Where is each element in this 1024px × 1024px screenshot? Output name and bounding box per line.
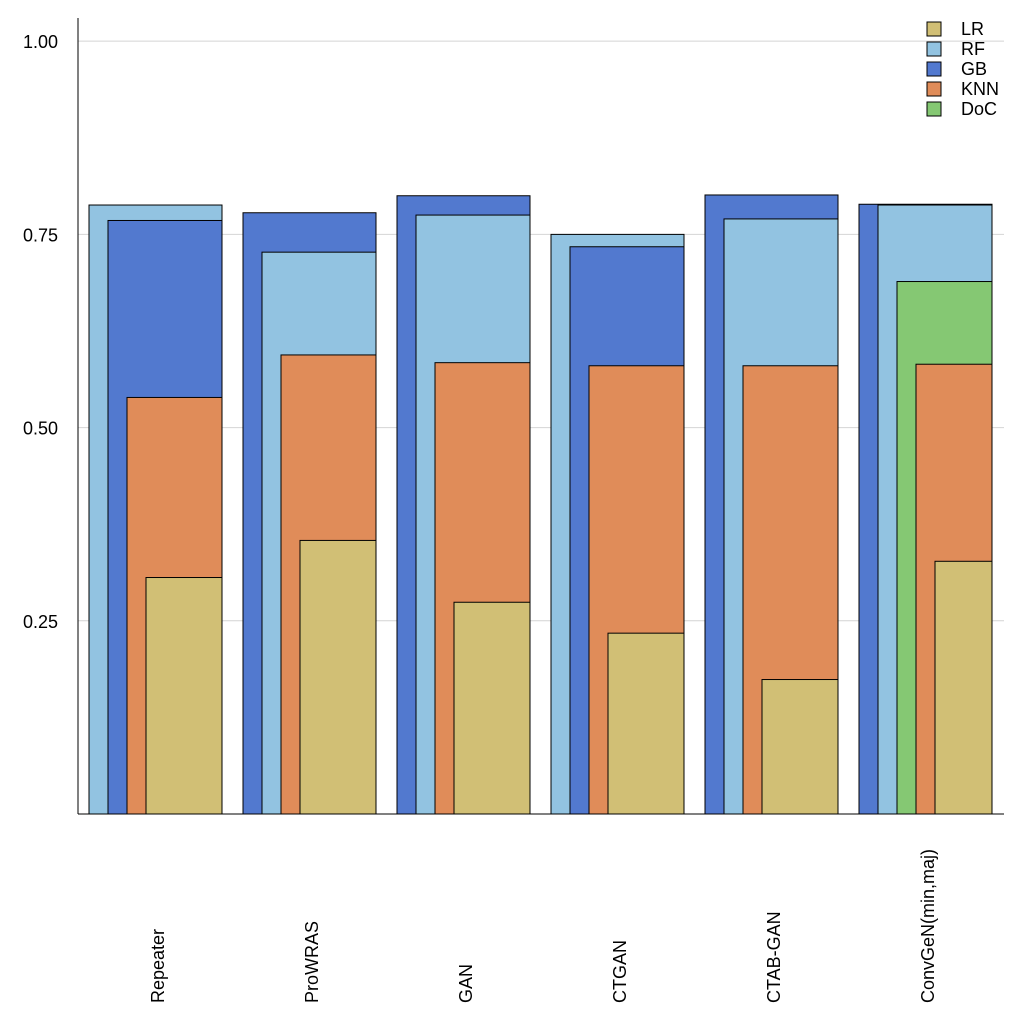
- y-tick-label: 1.00: [23, 32, 58, 52]
- legend-swatch: [926, 61, 942, 77]
- x-tick-label: Repeater: [148, 929, 168, 1003]
- bar-lr: [761, 679, 839, 815]
- legend-label: GB: [961, 59, 987, 79]
- y-tick-label: 0.75: [23, 225, 58, 245]
- bar-lr: [934, 560, 993, 815]
- bar-lr: [453, 601, 531, 815]
- legend-swatch: [926, 21, 942, 37]
- legend-swatch: [926, 101, 942, 117]
- bar-lr: [145, 577, 223, 815]
- x-tick-label: ProWRAS: [302, 921, 322, 1003]
- y-tick-label: 0.50: [23, 419, 58, 439]
- bar-lr: [607, 632, 685, 815]
- x-tick-label: CTAB-GAN: [764, 911, 784, 1003]
- bars: [88, 194, 993, 815]
- legend-label: DoC: [961, 99, 997, 119]
- y-tick-labels: 0.25 0.50 0.75 1.00: [23, 32, 58, 632]
- bar-lr: [299, 539, 377, 815]
- x-tick-label: CTGAN: [610, 940, 630, 1003]
- axes: [77, 18, 1004, 815]
- x-tick-labels: Repeater ProWRAS GAN CTGAN CTAB-GAN ConvGeN(m…: [148, 849, 938, 1003]
- legend-label: KNN: [961, 79, 999, 99]
- x-tick-label: ConvGeN(min,maj): [918, 849, 938, 1003]
- legend-label: RF: [961, 39, 985, 59]
- y-tick-label: 0.25: [23, 612, 58, 632]
- grid-lines: [78, 40, 1004, 622]
- x-tick-label: GAN: [456, 964, 476, 1003]
- legend-label: LR: [961, 19, 984, 39]
- legend-swatch: [926, 41, 942, 57]
- legend-swatch: [926, 81, 942, 97]
